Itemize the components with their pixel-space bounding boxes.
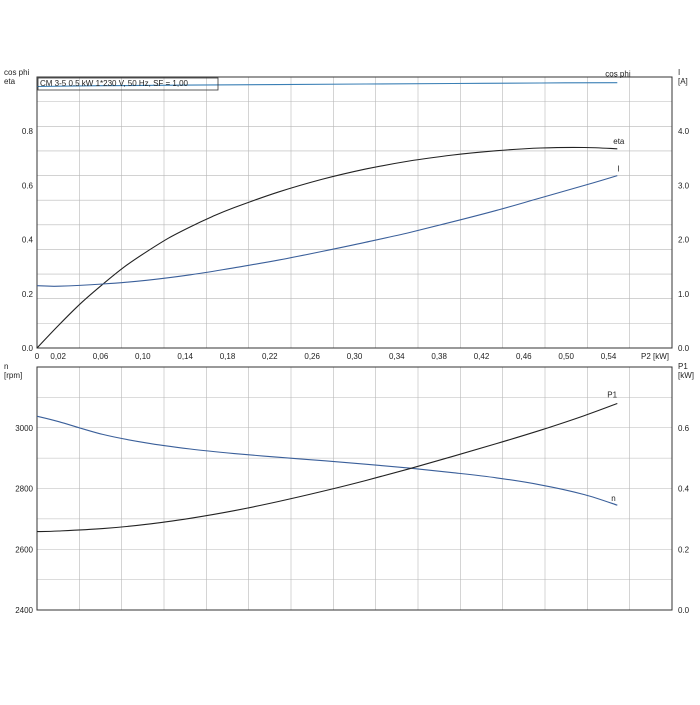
right-tick-label: 0.6 [678,424,690,433]
right-tick-label: 3.0 [678,181,690,190]
left-tick-label: 0.6 [22,181,34,190]
plot-frame [36,366,673,611]
x-tick-label: 0,10 [135,352,151,361]
left-tick-label: 0.8 [22,127,34,136]
x-tick-label: 0,38 [431,352,447,361]
x-tick-label: 0,42 [474,352,490,361]
series-label: cos phi [605,70,631,79]
plot-frame [36,76,673,349]
series-label: n [611,494,615,503]
x-tick-label: 0,14 [177,352,193,361]
left-tick-label: 2800 [15,485,33,494]
bottom-chart-panel: n[rpm]P1[kW]24002600280030000.00.20.40.6… [4,362,694,615]
left-tick-label: 0.4 [22,236,34,245]
x-axis-label: P2 [kW] [641,352,669,361]
left-tick-label: 3000 [15,424,33,433]
right-tick-label: 2.0 [678,236,690,245]
chart-title: CM 3-5 0.5 kW 1*230 V, 50 Hz, SF = 1,00 [40,79,189,88]
x-tick-label: 0,46 [516,352,532,361]
x-tick-label: 0,34 [389,352,405,361]
left-axis-label: [rpm] [4,371,22,380]
x-tick-label: 0,22 [262,352,278,361]
right-tick-label: 1.0 [678,290,690,299]
right-tick-label: 0.0 [678,606,690,615]
left-axis-label: cos phi [4,68,30,77]
x-tick-label: 0 [35,352,40,361]
left-axis-label: eta [4,77,16,86]
x-tick-label: 0,26 [304,352,320,361]
left-tick-label: 0.0 [22,344,34,353]
x-tick-label: 0,54 [601,352,617,361]
right-axis-label: [A] [678,77,688,86]
series-line-cos-phi [36,82,618,88]
x-tick-label: 0,30 [347,352,363,361]
x-tick-label: 0,06 [93,352,109,361]
right-axis-label: P1 [678,362,688,371]
right-axis-label: I [678,68,680,77]
x-tick-label: 0,50 [558,352,574,361]
right-tick-label: 0.4 [678,485,690,494]
left-tick-label: 2400 [15,606,33,615]
title-box [37,77,219,91]
right-tick-label: 0.0 [678,344,690,353]
left-axis-label: n [4,362,8,371]
series-line-i [36,175,618,287]
right-axis-label: [kW] [678,371,694,380]
x-tick-label: 0,02 [50,352,66,361]
series-line-n [36,415,618,506]
series-label: P1 [607,390,617,399]
right-tick-label: 0.2 [678,545,690,554]
series-label: eta [613,137,625,146]
right-tick-label: 4.0 [678,127,690,136]
left-tick-label: 2600 [15,545,33,554]
left-tick-label: 0.2 [22,290,34,299]
series-label: I [617,165,619,174]
x-tick-label: 0,18 [220,352,236,361]
top-chart-panel: cos phietaI[A]0.00.20.40.60.80.01.02.03.… [4,68,690,361]
series-line-p1 [36,402,618,533]
